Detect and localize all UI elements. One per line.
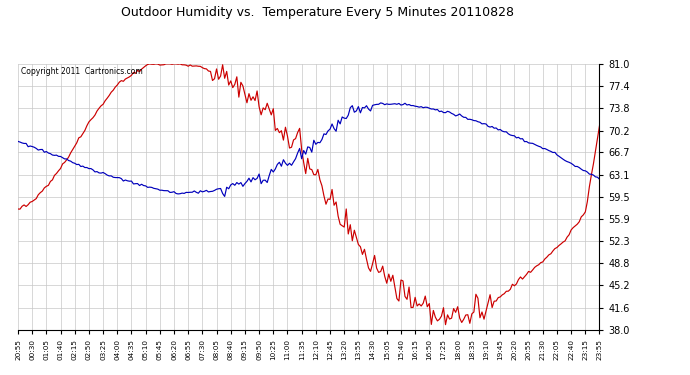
Text: Outdoor Humidity vs.  Temperature Every 5 Minutes 20110828: Outdoor Humidity vs. Temperature Every 5…	[121, 6, 514, 19]
Text: Copyright 2011  Cartronics.com: Copyright 2011 Cartronics.com	[21, 66, 143, 75]
